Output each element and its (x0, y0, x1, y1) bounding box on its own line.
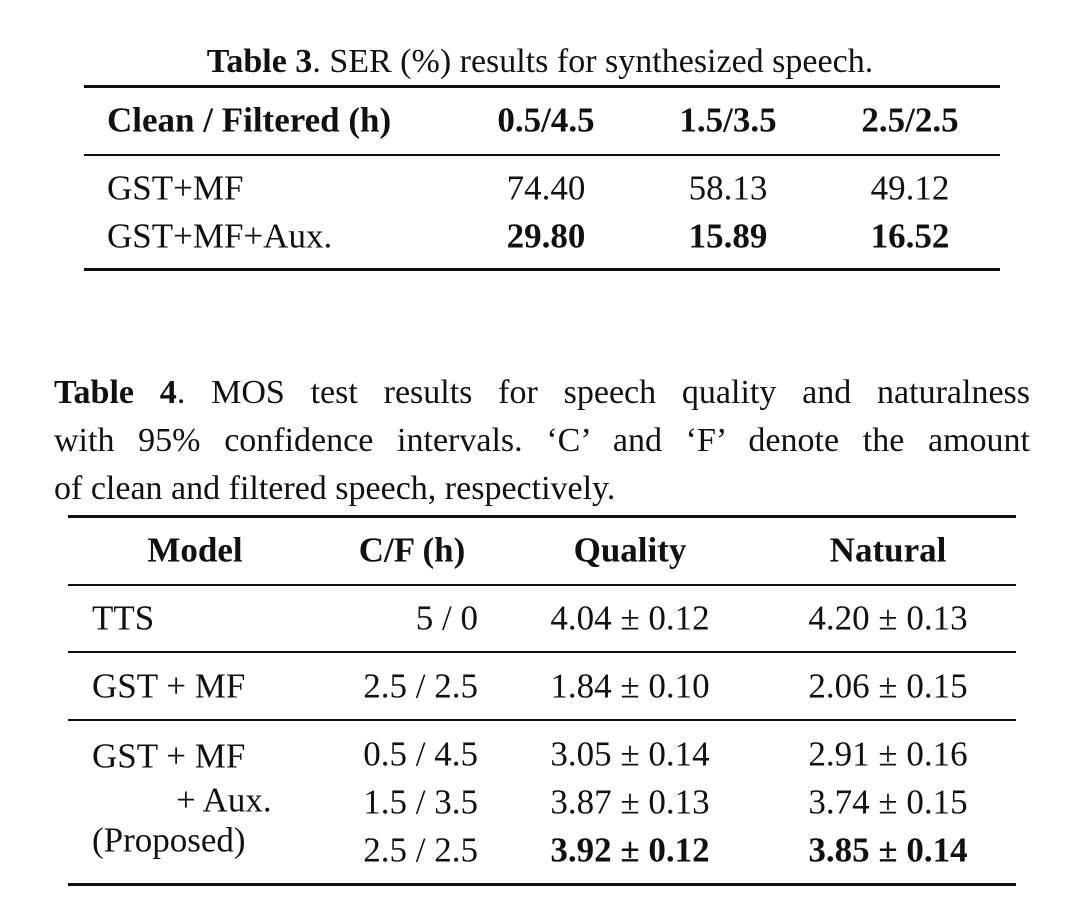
header-cell: 1.5/3.5 (679, 100, 777, 140)
cell: 16.52 (870, 216, 950, 256)
row-label: GST + MF (92, 666, 246, 706)
cell: 4.20 ± 0.13 (808, 598, 968, 638)
cell: 2.91 ± 0.16 (808, 734, 968, 774)
row-label: + Aux. (176, 780, 272, 820)
row-label: TTS (92, 598, 155, 638)
table-caption: Table 3. SER (%) results for synthesized… (207, 45, 873, 79)
rule (68, 883, 1016, 886)
cell: 3.87 ± 0.13 (550, 782, 710, 822)
cell: 2.5 / 2.5 (363, 830, 478, 870)
rule (68, 584, 1016, 586)
rule (68, 719, 1016, 721)
row-label: GST + MF (92, 736, 246, 776)
cell: 58.13 (688, 168, 768, 208)
header-cell: C/F (h) (358, 530, 466, 570)
caption-text: . SER (%) results for synthesized speech… (312, 43, 874, 80)
rule (84, 85, 1000, 88)
cell: 49.12 (870, 168, 950, 208)
header-cell: 0.5/4.5 (497, 100, 595, 140)
cell: 3.85 ± 0.14 (808, 830, 968, 870)
cell: 1.84 ± 0.10 (550, 666, 710, 706)
cell: 2.06 ± 0.15 (808, 666, 968, 706)
row-label: (Proposed) (92, 820, 246, 860)
cell: 5 / 0 (415, 598, 478, 638)
cell: 0.5 / 4.5 (363, 734, 478, 774)
cell: 4.04 ± 0.12 (550, 598, 710, 638)
cell: 3.74 ± 0.15 (808, 782, 968, 822)
header-cell: Quality (573, 530, 687, 570)
caption-label: Table 3 (206, 43, 313, 80)
rule (68, 651, 1016, 653)
header-cell: 2.5/2.5 (861, 100, 959, 140)
caption-text: . MOS test results for speech quality an… (176, 374, 1030, 411)
rule (84, 268, 1000, 271)
cell: 3.05 ± 0.14 (550, 734, 710, 774)
header-cell: Model (147, 530, 243, 570)
caption-line: of clean and filtered speech, respective… (54, 470, 616, 507)
cell: 1.5 / 3.5 (363, 782, 478, 822)
cell: 15.89 (688, 216, 768, 256)
row-label: GST+MF+Aux. (107, 216, 333, 256)
row-label: GST+MF (107, 168, 244, 208)
caption-line: Table 4. MOS test results for speech qua… (54, 376, 1030, 410)
cell: 74.40 (506, 168, 586, 208)
cell: 29.80 (506, 216, 586, 256)
header-cell: Natural (829, 530, 947, 570)
cell: 3.92 ± 0.12 (550, 830, 710, 870)
rule (84, 154, 1000, 156)
caption-line: with 95% confidence intervals. ‘C’ and ‘… (54, 422, 1030, 459)
cell: 2.5 / 2.5 (363, 666, 478, 706)
caption-label: Table 4 (54, 374, 177, 411)
header-cell: Clean / Filtered (h) (107, 100, 392, 140)
rule (68, 515, 1016, 518)
